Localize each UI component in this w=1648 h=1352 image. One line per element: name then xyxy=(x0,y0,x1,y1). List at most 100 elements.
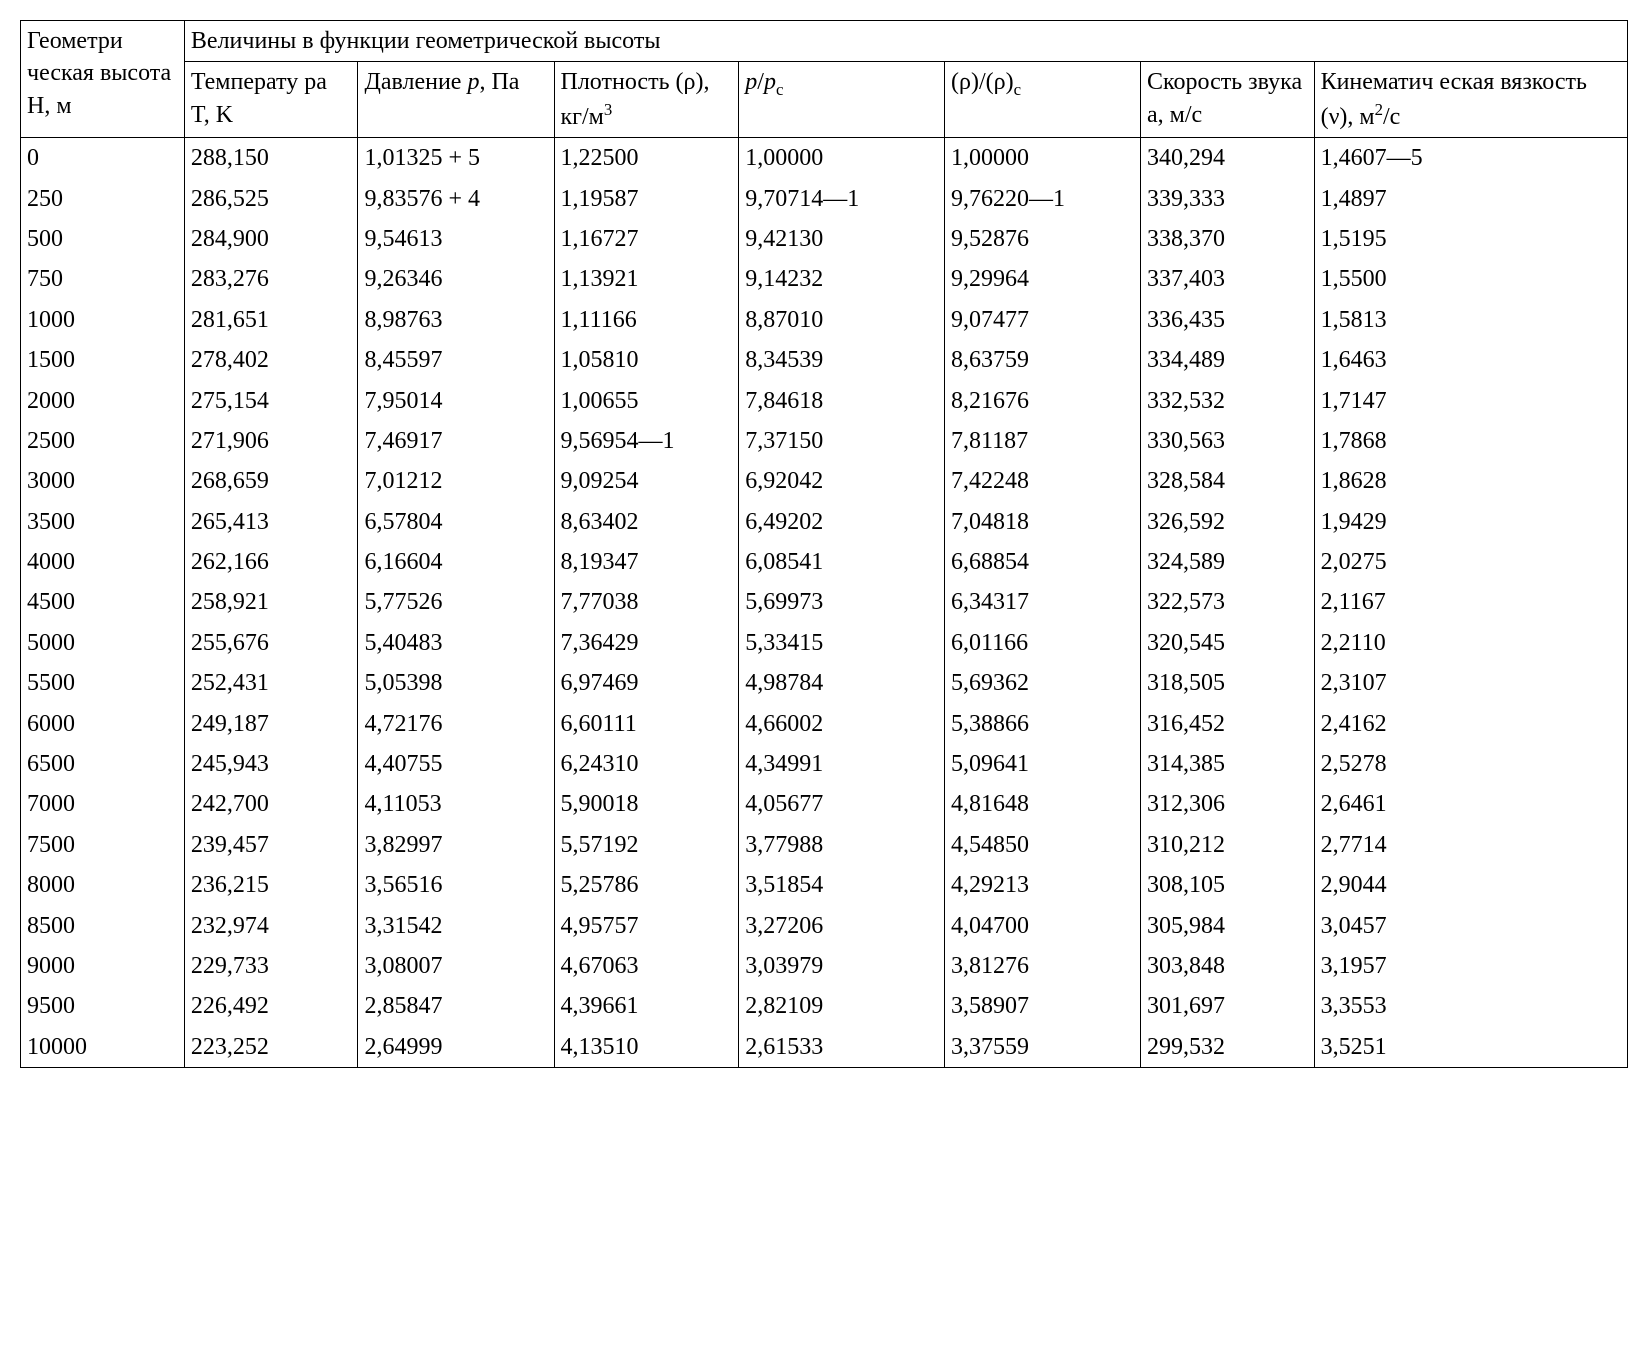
table-cell: 340,294 xyxy=(1141,138,1315,179)
table-cell: 6,08541 xyxy=(739,542,945,582)
table-cell: 1,7147 xyxy=(1314,381,1627,421)
table-cell: 7000 xyxy=(21,784,185,824)
table-cell: 4,04700 xyxy=(944,906,1140,946)
table-cell: 6,16604 xyxy=(358,542,554,582)
table-cell: 1,05810 xyxy=(554,340,739,380)
table-cell: 336,435 xyxy=(1141,300,1315,340)
table-cell: 314,385 xyxy=(1141,744,1315,784)
table-cell: 310,212 xyxy=(1141,825,1315,865)
table-cell: 3,3553 xyxy=(1314,986,1627,1026)
table-cell: 9,54613 xyxy=(358,219,554,259)
table-cell: 1,01325 + 5 xyxy=(358,138,554,179)
table-cell: 6,60111 xyxy=(554,704,739,744)
table-cell: 8,98763 xyxy=(358,300,554,340)
table-cell: 1,00655 xyxy=(554,381,739,421)
table-cell: 6,49202 xyxy=(739,502,945,542)
table-cell: 5,05398 xyxy=(358,663,554,703)
table-cell: 4,81648 xyxy=(944,784,1140,824)
table-cell: 1,9429 xyxy=(1314,502,1627,542)
table-row: 9000229,7333,080074,670633,039793,812763… xyxy=(21,946,1628,986)
table-cell: 4,29213 xyxy=(944,865,1140,905)
table-cell: 3,27206 xyxy=(739,906,945,946)
table-row: 5500252,4315,053986,974694,987845,693623… xyxy=(21,663,1628,703)
table-cell: 5,40483 xyxy=(358,623,554,663)
table-cell: 5,77526 xyxy=(358,582,554,622)
table-cell: 4,40755 xyxy=(358,744,554,784)
table-cell: 7,84618 xyxy=(739,381,945,421)
table-cell: 3,81276 xyxy=(944,946,1140,986)
table-cell: 8500 xyxy=(21,906,185,946)
table-cell: 338,370 xyxy=(1141,219,1315,259)
table-cell: 3,77988 xyxy=(739,825,945,865)
table-cell: 249,187 xyxy=(184,704,358,744)
table-cell: 750 xyxy=(21,259,185,299)
table-row: 4500258,9215,775267,770385,699736,343173… xyxy=(21,582,1628,622)
table-cell: 7,81187 xyxy=(944,421,1140,461)
table-cell: 8,63759 xyxy=(944,340,1140,380)
table-cell: 3,56516 xyxy=(358,865,554,905)
table-cell: 2,61533 xyxy=(739,1027,945,1068)
table-cell: 5500 xyxy=(21,663,185,703)
table-cell: 1,16727 xyxy=(554,219,739,259)
table-cell: 2,5278 xyxy=(1314,744,1627,784)
table-cell: 328,584 xyxy=(1141,461,1315,501)
table-cell: 9500 xyxy=(21,986,185,1026)
table-cell: 339,333 xyxy=(1141,179,1315,219)
table-cell: 5,09641 xyxy=(944,744,1140,784)
table-cell: 7,95014 xyxy=(358,381,554,421)
table-cell: 8,45597 xyxy=(358,340,554,380)
table-cell: 9,56954—1 xyxy=(554,421,739,461)
table-row: 3500265,4136,578048,634026,492027,048183… xyxy=(21,502,1628,542)
table-cell: 232,974 xyxy=(184,906,358,946)
table-cell: 283,276 xyxy=(184,259,358,299)
table-cell: 5,69973 xyxy=(739,582,945,622)
table-cell: 9,52876 xyxy=(944,219,1140,259)
table-cell: 275,154 xyxy=(184,381,358,421)
table-cell: 2,64999 xyxy=(358,1027,554,1068)
table-cell: 255,676 xyxy=(184,623,358,663)
table-cell: 4,67063 xyxy=(554,946,739,986)
table-cell: 308,105 xyxy=(1141,865,1315,905)
table-cell: 4,11053 xyxy=(358,784,554,824)
table-cell: 2,85847 xyxy=(358,986,554,1026)
table-cell: 1,5813 xyxy=(1314,300,1627,340)
table-cell: 8,63402 xyxy=(554,502,739,542)
table-row: 1000281,6518,987631,111668,870109,074773… xyxy=(21,300,1628,340)
table-cell: 284,900 xyxy=(184,219,358,259)
table-row: 2500271,9067,469179,56954—17,371507,8118… xyxy=(21,421,1628,461)
table-cell: 1,5500 xyxy=(1314,259,1627,299)
table-cell: 9,76220—1 xyxy=(944,179,1140,219)
table-cell: 324,589 xyxy=(1141,542,1315,582)
table-cell: 6000 xyxy=(21,704,185,744)
table-cell: 3,58907 xyxy=(944,986,1140,1026)
table-cell: 3500 xyxy=(21,502,185,542)
table-cell: 252,431 xyxy=(184,663,358,703)
table-cell: 242,700 xyxy=(184,784,358,824)
table-cell: 2000 xyxy=(21,381,185,421)
table-cell: 4,39661 xyxy=(554,986,739,1026)
table-cell: 7,01212 xyxy=(358,461,554,501)
table-cell: 4,98784 xyxy=(739,663,945,703)
table-cell: 500 xyxy=(21,219,185,259)
table-cell: 7,46917 xyxy=(358,421,554,461)
table-cell: 322,573 xyxy=(1141,582,1315,622)
table-cell: 8,87010 xyxy=(739,300,945,340)
table-cell: 1,22500 xyxy=(554,138,739,179)
table-cell: 301,697 xyxy=(1141,986,1315,1026)
table-cell: 1,5195 xyxy=(1314,219,1627,259)
table-cell: 1,13921 xyxy=(554,259,739,299)
table-cell: 2,82109 xyxy=(739,986,945,1026)
table-cell: 318,505 xyxy=(1141,663,1315,703)
table-cell: 3000 xyxy=(21,461,185,501)
table-cell: 3,03979 xyxy=(739,946,945,986)
table-row: 9500226,4922,858474,396612,821093,589073… xyxy=(21,986,1628,1026)
table-cell: 1,7868 xyxy=(1314,421,1627,461)
table-cell: 4000 xyxy=(21,542,185,582)
table-cell: 9,42130 xyxy=(739,219,945,259)
table-cell: 1,8628 xyxy=(1314,461,1627,501)
table-cell: 2,3107 xyxy=(1314,663,1627,703)
table-cell: 271,906 xyxy=(184,421,358,461)
table-cell: 4500 xyxy=(21,582,185,622)
table-cell: 5,25786 xyxy=(554,865,739,905)
table-row: 1500278,4028,455971,058108,345398,637593… xyxy=(21,340,1628,380)
